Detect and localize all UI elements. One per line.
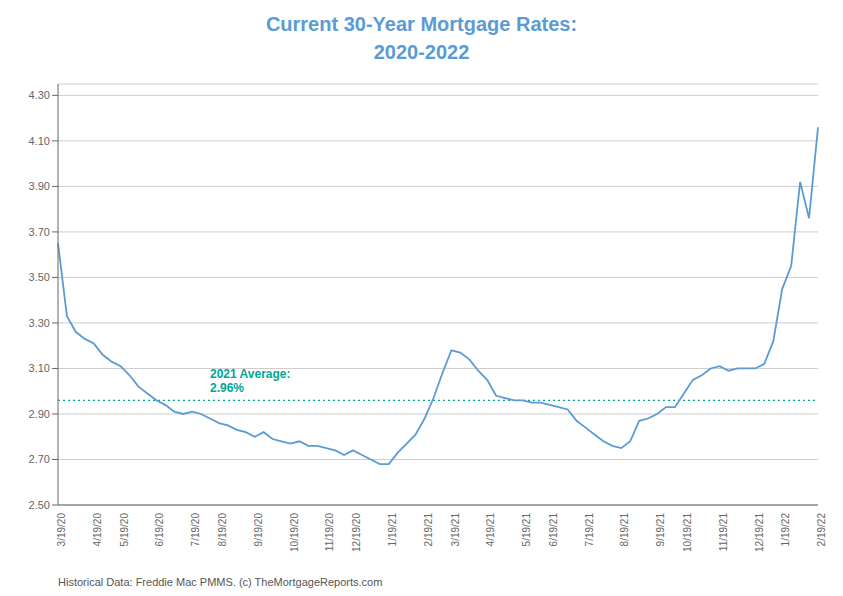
svg-text:2/19/22: 2/19/22 — [816, 513, 827, 547]
svg-text:4.10: 4.10 — [29, 135, 50, 147]
svg-text:3/19/21: 3/19/21 — [450, 513, 461, 547]
svg-text:5/19/21: 5/19/21 — [521, 513, 532, 547]
svg-text:12/19/20: 12/19/20 — [351, 513, 362, 552]
svg-text:7/19/21: 7/19/21 — [584, 513, 595, 547]
svg-text:4.30: 4.30 — [29, 89, 50, 101]
svg-text:3.70: 3.70 — [29, 226, 50, 238]
svg-text:3.30: 3.30 — [29, 317, 50, 329]
svg-text:7/19/20: 7/19/20 — [190, 513, 201, 547]
svg-text:11/19/21: 11/19/21 — [718, 513, 729, 552]
svg-text:6/19/21: 6/19/21 — [548, 513, 559, 547]
svg-text:4/19/21: 4/19/21 — [485, 513, 496, 547]
svg-text:11/19/20: 11/19/20 — [324, 513, 335, 552]
svg-text:8/19/21: 8/19/21 — [619, 513, 630, 547]
svg-text:9/19/20: 9/19/20 — [253, 513, 264, 547]
svg-text:8/19/20: 8/19/20 — [217, 513, 228, 547]
html-text:2020-2022: 2020-2022 — [373, 41, 470, 63]
svg-text:2.50: 2.50 — [29, 499, 50, 511]
svg-text:10/19/20: 10/19/20 — [289, 513, 300, 552]
html-text:Current 30-Year Mortgage Rates: Current 30-Year Mortgage Rates: — [265, 13, 578, 35]
svg-text:5/19/20: 5/19/20 — [119, 513, 130, 547]
svg-text:2/19/21: 2/19/21 — [423, 513, 434, 547]
svg-text:6/19/20: 6/19/20 — [154, 513, 165, 547]
svg-text:9/19/21: 9/19/21 — [655, 513, 666, 547]
html-text:Historical Data: Freddie Mac P: Historical Data: Freddie Mac PMMS. (c) T… — [58, 576, 383, 588]
svg-text:3.50: 3.50 — [29, 271, 50, 283]
svg-text:2.70: 2.70 — [29, 453, 50, 465]
svg-text:1/19/22: 1/19/22 — [780, 513, 791, 547]
svg-text:3/19/20: 3/19/20 — [56, 513, 67, 547]
svg-text:1/19/21: 1/19/21 — [387, 513, 398, 547]
svg-text:2.90: 2.90 — [29, 408, 50, 420]
svg-text:2021 Average:2.96%: 2021 Average:2.96% — [210, 367, 291, 395]
svg-text:10/19/21: 10/19/21 — [682, 513, 693, 552]
svg-text:4/19/20: 4/19/20 — [92, 513, 103, 547]
svg-text:3.90: 3.90 — [29, 180, 50, 192]
svg-text:3.10: 3.10 — [29, 362, 50, 374]
svg-text:12/19/21: 12/19/21 — [754, 513, 765, 552]
